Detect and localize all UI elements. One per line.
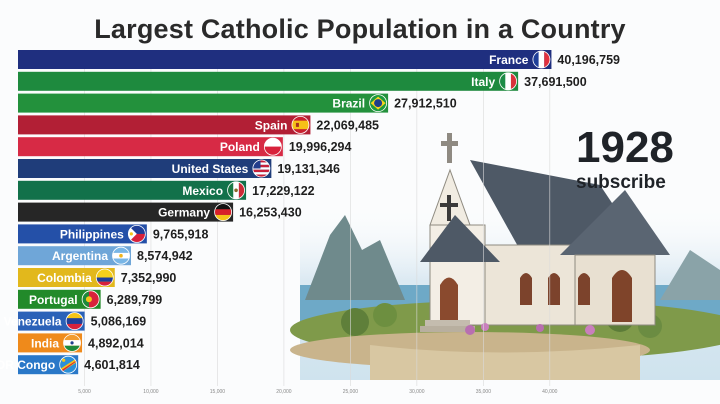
argentina-flag-icon [112,246,130,265]
category-label: United States [172,162,249,176]
bar [18,137,283,157]
category-label: Venezuela [4,315,62,329]
france-flag-icon [532,50,551,69]
category-label: Brazil [332,97,365,111]
philippines-flag-icon [127,224,146,243]
value-label: 9,765,918 [153,227,209,241]
value-label: 37,691,500 [524,75,587,89]
x-tick-label: 25,000 [343,389,359,395]
brazil-flag-icon [369,94,388,112]
x-tick-label: 15,000 [210,389,226,395]
value-label: 40,196,759 [557,53,620,67]
bar [18,93,389,113]
category-label: Spain [255,118,288,132]
portugal-flag-icon [81,290,100,309]
year-label: 1928 [576,123,674,172]
x-tick-label: 10,000 [143,389,159,395]
category-label: India [31,336,59,350]
bar [18,268,115,287]
united-states-flag-icon [252,159,271,178]
bar [18,289,101,309]
value-label: 19,996,294 [289,140,352,154]
category-label: DR Congo [0,358,55,372]
category-label: Philippines [60,227,124,241]
value-label: 27,912,510 [394,97,457,111]
colombia-flag-icon [95,268,114,287]
x-tick-label: 30,000 [409,389,425,395]
value-label: 17,229,122 [252,184,315,198]
dr-congo-flag-icon [59,355,78,374]
subscribe-label: subscribe [576,172,666,193]
value-label: 8,574,942 [137,249,193,263]
bar [18,159,272,178]
bar [18,180,247,200]
category-label: Mexico [182,184,223,198]
value-label: 5,086,169 [91,315,147,329]
value-label: 16,253,430 [239,206,302,220]
bar [18,202,234,222]
x-tick-label: 5,000 [78,389,91,395]
category-label: Argentina [52,249,108,263]
bar [18,224,147,244]
bar [18,71,519,91]
x-tick-label: 35,000 [476,389,492,395]
germany-flag-icon [214,203,232,222]
spain-flag-icon [291,116,310,134]
value-label: 19,131,346 [277,162,340,176]
category-label: Poland [220,140,260,154]
category-label: Germany [158,206,210,220]
value-label: 4,601,814 [84,358,140,372]
india-flag-icon [63,333,81,352]
mexico-flag-icon [227,181,245,200]
italy-flag-icon [499,72,518,91]
x-tick-label: 20,000 [276,389,292,395]
value-label: 6,289,799 [107,293,163,307]
x-tick-label: 40,000 [542,389,558,395]
poland-flag-icon [263,137,282,156]
value-label: 22,069,485 [316,118,379,132]
category-label: France [489,53,529,67]
value-label: 4,892,014 [88,336,144,350]
bar [18,50,552,69]
venezuela-flag-icon [65,312,84,331]
category-label: Portugal [29,293,78,307]
value-label: 7,352,990 [121,271,177,285]
category-label: Colombia [37,271,92,285]
bar [18,246,132,266]
chart-title: Largest Catholic Population in a Country [94,14,626,44]
category-label: Italy [471,75,495,89]
bar [18,115,311,135]
